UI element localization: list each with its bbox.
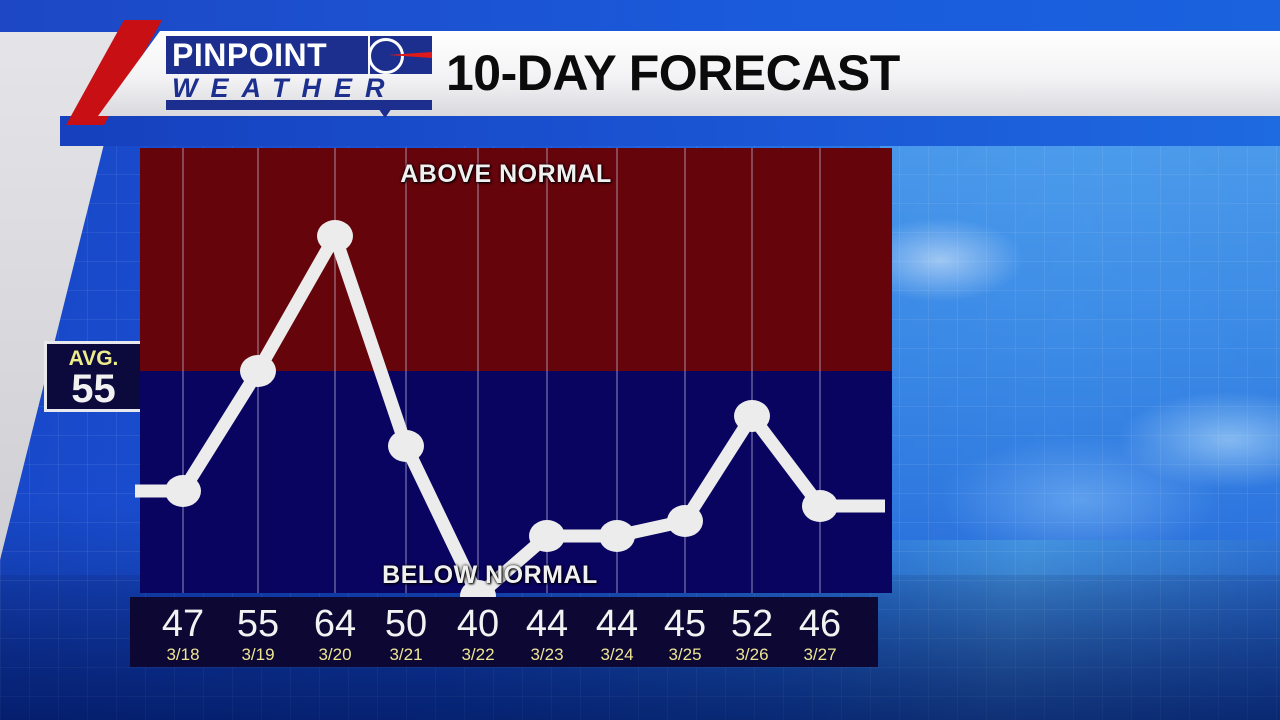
- logo-needle-icon: [388, 52, 432, 58]
- logo-pinpoint-text: PINPOINT: [166, 36, 368, 74]
- data-point-marker: [165, 475, 201, 507]
- day-date: 3/19: [241, 645, 275, 664]
- data-point-marker: [240, 355, 276, 387]
- top-band: [0, 0, 1280, 32]
- average-value: 55: [71, 367, 116, 411]
- logo-pin-icon: [378, 108, 392, 118]
- average-label: AVG.: [68, 347, 119, 370]
- data-point-marker: [529, 520, 565, 552]
- day-column: 64 3/20: [300, 597, 370, 664]
- day-date: 3/21: [389, 645, 423, 664]
- day-date: 3/27: [803, 645, 837, 664]
- day-temperature: 44: [595, 603, 639, 645]
- day-temperature: 45: [663, 603, 707, 645]
- average-badge: AVG. 55: [44, 341, 140, 412]
- data-point-marker: [317, 220, 353, 252]
- forecast-chart: ABOVE NORMAL BELOW NORMAL: [135, 148, 892, 612]
- above-normal-region: [140, 148, 892, 371]
- day-temperature: 50: [384, 603, 428, 645]
- day-column: 44 3/23: [512, 597, 582, 664]
- page-title: 10-DAY FORECAST: [446, 45, 900, 101]
- data-point-marker: [388, 430, 424, 462]
- day-temperature: 44: [525, 603, 569, 645]
- day-column: 45 3/25: [650, 597, 720, 664]
- day-column: 44 3/24: [582, 597, 652, 664]
- day-date: 3/22: [461, 645, 495, 664]
- below-normal-label: BELOW NORMAL: [382, 561, 598, 589]
- day-column: 55 3/19: [223, 597, 293, 664]
- day-date: 3/25: [668, 645, 702, 664]
- data-point-marker: [599, 520, 635, 552]
- day-date: 3/20: [318, 645, 352, 664]
- data-point-marker: [734, 400, 770, 432]
- day-temperature: 55: [236, 603, 280, 645]
- day-temperature: 52: [730, 603, 774, 645]
- logo-underline: [166, 100, 432, 110]
- logo-weather-text: WEATHER: [172, 73, 398, 103]
- sky-clouds-backdrop: [880, 140, 1280, 540]
- day-column: 40 3/22: [443, 597, 513, 664]
- day-temperature: 64: [313, 603, 357, 645]
- day-date: 3/26: [735, 645, 769, 664]
- temperature-line-plot: [135, 148, 885, 612]
- day-date: 3/23: [530, 645, 564, 664]
- day-temperature: 47: [161, 603, 205, 645]
- above-normal-label: ABOVE NORMAL: [400, 160, 612, 188]
- daily-values-strip: 47 3/18 55 3/19 64 3/20 50 3/21 40 3/22 44 3/23 44 3/…: [130, 597, 878, 667]
- data-point-marker: [667, 505, 703, 537]
- day-column: 50 3/21: [371, 597, 441, 664]
- day-column: 52 3/26: [717, 597, 787, 664]
- day-temperature: 40: [456, 603, 500, 645]
- day-column: 47 3/18: [148, 597, 218, 664]
- under-title-band: [60, 116, 1280, 146]
- data-point-marker: [802, 490, 838, 522]
- day-date: 3/24: [600, 645, 634, 664]
- temperature-line: [135, 220, 885, 607]
- logo-dial-icon: [368, 38, 404, 74]
- day-temperature: 46: [798, 603, 842, 645]
- pinpoint-weather-logo: PINPOINT WEATHER: [166, 36, 432, 118]
- day-date: 3/18: [166, 645, 200, 664]
- day-column: 46 3/27: [785, 597, 855, 664]
